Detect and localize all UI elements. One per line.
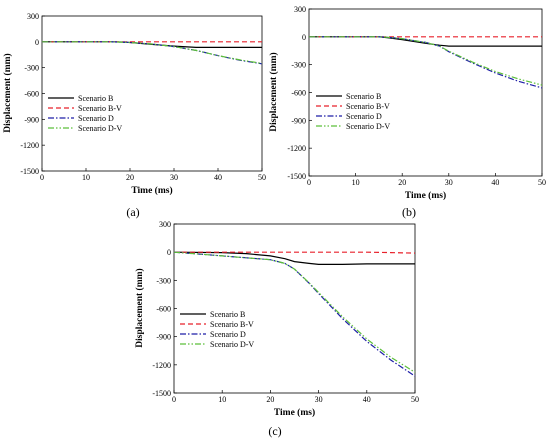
x-tick-label: 30 [170,173,178,182]
series-line-scenario-d [42,41,263,65]
panel-a: 0 10 20 30 40 50 300 0 -300 -600 -900 -1200 -1500 Tim… [2,12,266,219]
panel-caption: (b) [402,205,416,219]
series-line-scenario-b-v [174,251,416,254]
legend-label: Scenario D [78,114,114,123]
y-tick-label: -600 [156,305,171,314]
y-tick-label: -300 [24,64,39,73]
legend-label: Scenario D-V [346,122,390,131]
y-tick-label: -600 [291,89,306,98]
x-tick-label: 0 [172,395,176,404]
plot-frame [173,223,416,394]
y-axis-label: Displacement (mm) [268,52,279,131]
x-tick-label: 0 [307,178,311,187]
y-tick-label: 300 [294,5,306,14]
x-tick-label: 10 [352,178,360,187]
x-tick-label: 50 [538,178,546,187]
x-tick-label: 50 [411,395,419,404]
x-axis-label: Time (ms) [405,190,446,201]
x-tick-label: 10 [218,395,226,404]
y-tick-label: -900 [156,333,171,342]
y-tick-label: -900 [24,115,39,124]
y-tick-label: -1200 [20,141,39,150]
plot-frame [308,8,543,177]
legend-label: Scenario D-V [210,340,254,349]
legend-label: Scenario D-V [78,124,122,133]
x-tick-label: 30 [445,178,453,187]
series-line-scenario-d [309,36,543,89]
x-tick-label: 30 [315,395,323,404]
legend-label: Scenario B-V [78,104,122,113]
legend-label: Scenario D [210,330,246,339]
legend-label: Scenario D [346,112,382,121]
y-tick-label: 300 [159,220,171,229]
y-axis-label: Displacement (mm) [2,53,13,132]
legend-label: Scenario B-V [346,102,390,111]
y-tick-label: 0 [167,248,171,257]
y-axis-label: Displacement (mm) [134,268,145,347]
x-tick-label: 20 [126,173,134,182]
legend-label: Scenario B [346,92,381,101]
y-tick-label: -1500 [20,167,39,176]
y-tick-label: -300 [156,276,171,285]
panel-caption: (c) [268,424,281,438]
x-tick-label: 40 [214,173,222,182]
series-line-scenario-d-v [42,41,263,64]
plot-frame [41,15,263,172]
y-tick-label: -600 [24,90,39,99]
x-tick-label: 10 [82,173,90,182]
x-axis-label: Time (ms) [131,185,172,196]
legend-label: Scenario B [210,310,245,319]
panel-caption: (a) [126,205,139,219]
panel-b: 0 10 20 30 40 50 300 0 -300 -600 -900 -1200 -1500 Tim… [268,5,546,219]
x-tick-label: 40 [363,395,371,404]
y-tick-label: -1500 [287,172,306,181]
x-tick-label: 20 [398,178,406,187]
legend-label: Scenario B [78,94,113,103]
legend-label: Scenario B-V [210,320,254,329]
y-tick-label: 300 [27,12,39,21]
y-tick-label: -300 [291,61,306,70]
y-tick-label: 0 [35,38,39,47]
x-axis-label: Time (ms) [274,407,315,418]
x-tick-label: 0 [40,173,44,182]
y-tick-label: -900 [291,116,306,125]
y-tick-label: -1200 [287,144,306,153]
y-tick-label: -1500 [152,389,171,398]
y-tick-label: -1200 [152,361,171,370]
x-tick-label: 50 [258,173,266,182]
y-tick-label: 0 [302,33,306,42]
series-line-scenario-b [309,36,542,47]
x-tick-label: 20 [266,395,274,404]
series-line-scenario-d-v [173,251,416,373]
series-line-scenario-b [173,251,415,265]
x-tick-label: 40 [491,178,499,187]
series-line-scenario-d-v [309,36,543,86]
panel-c: 0 10 20 30 40 50 300 0 -300 -600 -900 -1200 -1500 Tim… [134,220,419,438]
